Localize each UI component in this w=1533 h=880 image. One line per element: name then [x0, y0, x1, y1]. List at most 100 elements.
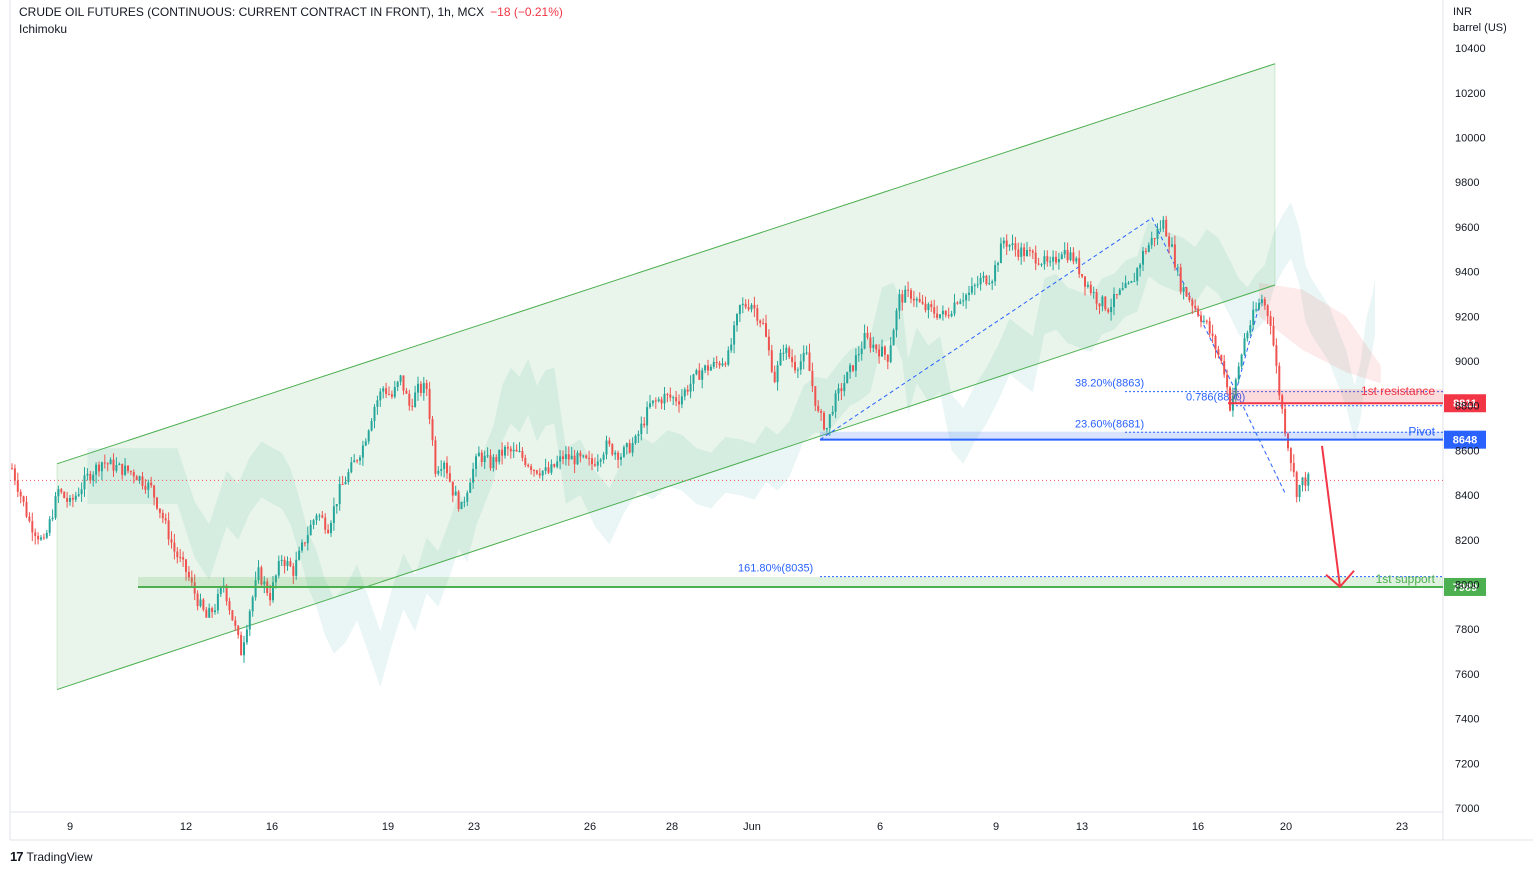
- candle-body: [1298, 485, 1301, 498]
- candle-body: [512, 449, 515, 452]
- candle-body: [1202, 320, 1205, 322]
- candle-body: [251, 597, 254, 612]
- candle-body: [483, 455, 486, 463]
- projection-arrow-line[interactable]: [1321, 445, 1341, 587]
- candle-body: [431, 419, 434, 441]
- candle-body: [1124, 283, 1127, 289]
- candle-body: [301, 542, 303, 551]
- candle-body: [292, 566, 295, 576]
- candle-body: [202, 599, 205, 610]
- candle-body: [1066, 250, 1069, 261]
- candle-body: [782, 352, 785, 354]
- candle-body: [695, 370, 698, 375]
- channel-lower-line[interactable]: [56, 284, 1276, 691]
- currency-unit[interactable]: INR barrel (US): [1453, 4, 1507, 36]
- candle-body: [530, 466, 533, 471]
- candle-body: [274, 575, 277, 583]
- candle-body: [327, 529, 330, 534]
- candle-body: [947, 315, 950, 317]
- candle-body: [756, 308, 759, 321]
- candle-body: [698, 370, 701, 380]
- candle-body: [1011, 243, 1014, 245]
- x-tick-label: 16: [266, 821, 278, 833]
- y-tick-label: 8800: [1455, 401, 1479, 413]
- candle-body: [443, 462, 446, 469]
- candle-body: [1023, 247, 1026, 256]
- candle-body: [1147, 244, 1150, 252]
- candle-body: [1049, 261, 1052, 263]
- candle-body: [1034, 252, 1037, 264]
- x-tick-label: 6: [877, 821, 883, 833]
- candle-body: [956, 302, 959, 304]
- price-tag-bg[interactable]: [1444, 430, 1486, 449]
- candle-body: [353, 460, 356, 463]
- candle-body: [71, 497, 74, 500]
- fib-level-label: 38.20%(8863): [1075, 378, 1144, 390]
- candle-body: [495, 457, 498, 462]
- candle-body: [860, 348, 863, 355]
- candle-body: [1005, 240, 1008, 247]
- candle-body: [1179, 267, 1182, 292]
- channel-upper-line[interactable]: [56, 63, 1276, 465]
- tradingview-logo[interactable]: 17 TradingView: [10, 849, 93, 864]
- candle-body: [219, 587, 222, 594]
- candle-body: [504, 446, 506, 456]
- candle-body: [156, 497, 158, 509]
- candle-body: [98, 464, 100, 472]
- candle-body: [475, 456, 477, 469]
- candle-body: [1289, 448, 1292, 463]
- candle-body: [1118, 289, 1121, 295]
- candle-body: [457, 491, 460, 510]
- candle-body: [675, 397, 678, 402]
- candle-body: [1014, 243, 1017, 250]
- candle-body: [28, 516, 31, 522]
- candle-body: [1139, 264, 1142, 269]
- candle-body: [825, 427, 828, 430]
- candle-body: [1026, 250, 1028, 256]
- candle-body: [367, 430, 370, 442]
- x-tick-label: 13: [1076, 821, 1088, 833]
- price-tag-bg[interactable]: [1444, 577, 1486, 596]
- candle-body: [721, 363, 724, 366]
- candle-body: [686, 389, 689, 392]
- candle-body: [617, 452, 620, 460]
- candle-body: [744, 303, 747, 308]
- price-tag-bg[interactable]: [1444, 394, 1486, 413]
- candle-body: [1173, 244, 1176, 268]
- candle-body: [135, 476, 138, 481]
- candle-body: [277, 560, 280, 576]
- candle-body: [388, 394, 390, 396]
- candle-body: [840, 388, 843, 392]
- candle-body: [634, 435, 637, 444]
- candle-body: [773, 371, 776, 383]
- candle-body: [303, 542, 306, 544]
- candle-body: [628, 443, 631, 453]
- level-band: [820, 431, 1443, 440]
- indicator-legend[interactable]: Ichimoku: [19, 22, 68, 36]
- candle-body: [1301, 477, 1304, 486]
- candle-body: [185, 559, 187, 572]
- candle-body: [979, 277, 982, 285]
- candle-body: [402, 375, 405, 391]
- x-tick-label: 9: [993, 821, 999, 833]
- candle-body: [321, 515, 324, 518]
- candle-body: [857, 354, 860, 356]
- candle-body: [25, 501, 28, 517]
- interval-label[interactable]: 1h: [437, 5, 451, 19]
- candle-body: [892, 330, 895, 346]
- candle-body: [1176, 267, 1179, 269]
- candle-body: [234, 620, 237, 626]
- candle-body: [657, 399, 660, 402]
- candle-body: [1020, 247, 1023, 257]
- candle-body: [968, 292, 970, 295]
- candle-body: [1107, 309, 1110, 313]
- candle-body: [1069, 252, 1072, 261]
- candle-body: [805, 352, 808, 354]
- candle-body: [614, 452, 617, 455]
- candle-body: [54, 496, 57, 518]
- candle-body: [173, 542, 176, 552]
- candle-body: [393, 387, 396, 397]
- candle-body: [1017, 249, 1020, 257]
